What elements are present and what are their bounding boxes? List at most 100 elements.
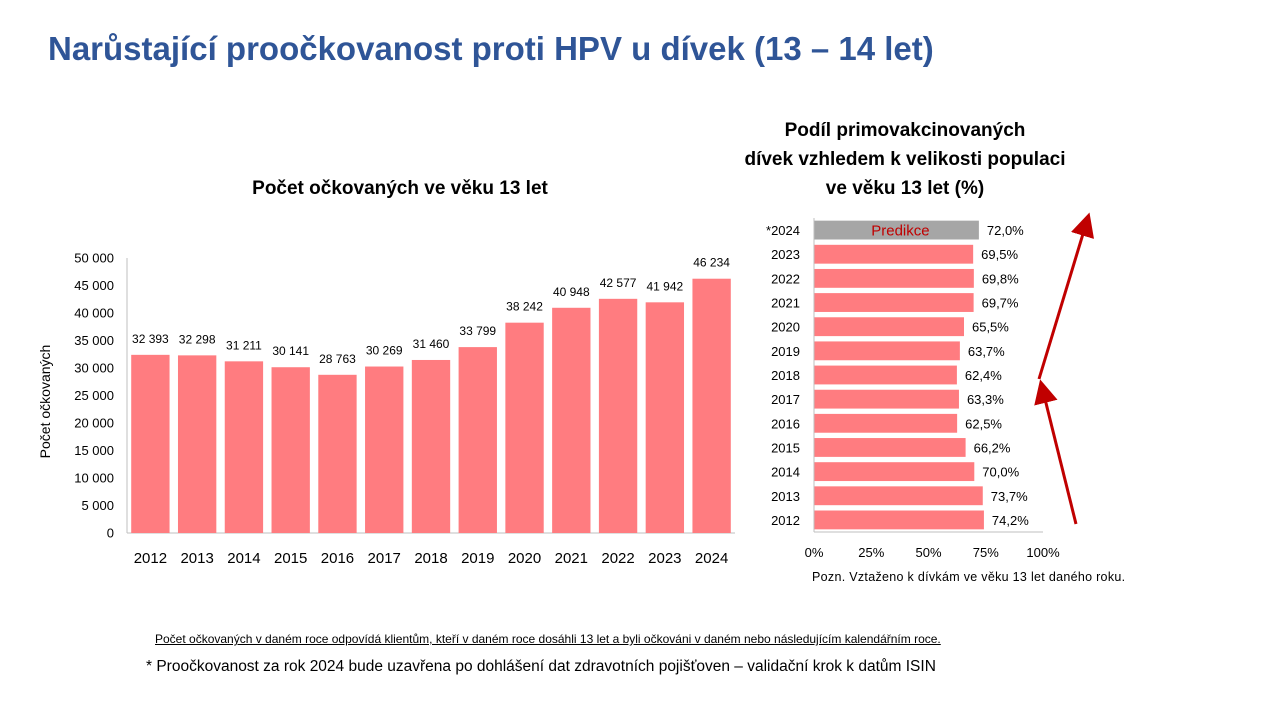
- bar: [271, 367, 310, 533]
- bar-value-label: 69,7%: [982, 296, 1019, 311]
- y-tick-label: 2014: [771, 465, 800, 480]
- bar-value-label: 31 460: [413, 337, 450, 351]
- bar-value-label: 32 298: [179, 332, 216, 346]
- vaccinated-count-bar-chart: 0 5 000 10 000 15 000 20 000 25 000 30 000 35 0…: [37, 251, 735, 567]
- bar: [814, 389, 959, 409]
- bar: [814, 244, 974, 264]
- bar: [505, 322, 544, 533]
- x-tick-label: 2013: [180, 550, 213, 567]
- y-tick-label: 2017: [771, 392, 800, 407]
- source-note: Pozn. Vztaženo k dívkám ve věku 13 let d…: [812, 570, 1126, 584]
- bar-value-label: 72,0%: [987, 223, 1024, 238]
- bar-value-label: 63,3%: [967, 392, 1004, 407]
- y-tick-label: 5 000: [81, 498, 114, 513]
- x-tick-label: 50%: [915, 545, 941, 560]
- footnote-2024-prediction: * Proočkovanost za rok 2024 bude uzavřen…: [146, 658, 936, 675]
- bar: [692, 278, 731, 533]
- y-tick-label: 2015: [771, 440, 800, 455]
- vaccination-share-chart-title: Podíl primovakcinovaných dívek vzhledem …: [744, 120, 1066, 199]
- bar: [458, 347, 497, 533]
- bar: [645, 302, 685, 533]
- bar-value-label: 31 211: [226, 338, 262, 352]
- bar-value-label: 66,2%: [974, 440, 1011, 455]
- bar: [814, 365, 957, 385]
- y-tick-label: 2019: [771, 344, 800, 359]
- x-tick-label: 2012: [134, 550, 167, 567]
- y-tick-label: 35 000: [74, 333, 114, 348]
- bar: [552, 307, 591, 533]
- bar: [814, 317, 964, 337]
- y-tick-label: 15 000: [74, 443, 114, 458]
- bar-value-label: 65,5%: [972, 320, 1009, 335]
- x-tick-label: 2020: [508, 550, 541, 567]
- bar-value-label: 30 141: [272, 344, 309, 358]
- y-tick-label: 50 000: [74, 251, 114, 266]
- x-tick-label: 2014: [227, 550, 260, 567]
- x-tick-label: 2016: [321, 550, 354, 567]
- x-tick-label: 75%: [973, 545, 999, 560]
- bar-value-label: 40 948: [553, 285, 590, 299]
- bar: [814, 413, 958, 433]
- y-tick-label: *2024: [766, 223, 800, 238]
- bar: [598, 298, 638, 533]
- x-tick-label: 2017: [368, 550, 401, 567]
- bar: [177, 355, 217, 533]
- bar-value-label: 28 763: [319, 352, 356, 366]
- y-tick-label: 2021: [771, 296, 800, 311]
- bar: [224, 361, 264, 533]
- y-tick-label: 2016: [771, 416, 800, 431]
- x-tick-label: 2018: [414, 550, 447, 567]
- y-axis-title: Počet očkovaných: [37, 345, 53, 459]
- bar: [814, 341, 960, 361]
- bar-value-label: 30 269: [366, 344, 403, 358]
- y-tick-label: 2020: [771, 320, 800, 335]
- bar-value-label: 41 942: [646, 279, 683, 293]
- footnote-count-definition: Počet očkovaných v daném roce odpovídá k…: [155, 632, 941, 646]
- x-tick-label: 2019: [461, 550, 494, 567]
- bar-value-label: 69,5%: [981, 247, 1018, 262]
- y-tick-label: 2013: [771, 489, 800, 504]
- x-tick-label: 2015: [274, 550, 307, 567]
- vaccinated-count-chart-title: Počet očkovaných ve věku 13 let: [252, 178, 548, 199]
- prediction-bar: [814, 220, 979, 240]
- y-tick-label: 20 000: [74, 416, 114, 431]
- y-tick-label: 25 000: [74, 388, 114, 403]
- y-tick-label: 0: [107, 526, 114, 541]
- bar-value-label: 38 242: [506, 300, 543, 314]
- x-tick-label: 25%: [858, 545, 884, 560]
- x-tick-label: 2022: [601, 550, 634, 567]
- bar-value-label: 33 799: [459, 324, 496, 338]
- bar: [814, 510, 984, 530]
- trend-up-arrow: [1037, 212, 1095, 380]
- bar-value-label: 46 234: [693, 256, 730, 270]
- bar-value-label: 69,8%: [982, 271, 1019, 286]
- bar: [814, 462, 975, 482]
- y-tick-label: 2023: [771, 247, 800, 262]
- bar: [411, 359, 451, 533]
- bar-value-label: 32 393: [132, 332, 169, 346]
- bar: [814, 486, 983, 506]
- bar-value-label: 63,7%: [968, 344, 1005, 359]
- bar: [131, 354, 170, 533]
- bar: [365, 366, 404, 533]
- y-tick-label: 2022: [771, 271, 800, 286]
- bar-value-label: 62,4%: [965, 368, 1002, 383]
- x-tick-label: 100%: [1026, 545, 1060, 560]
- y-tick-label: 30 000: [74, 361, 114, 376]
- bar: [814, 438, 966, 457]
- bar-value-label: 42 577: [600, 276, 637, 290]
- bar: [318, 374, 357, 533]
- bar-value-label: 73,7%: [991, 489, 1028, 504]
- x-tick-label: 2023: [648, 550, 681, 567]
- bar-value-label: 62,5%: [965, 416, 1002, 431]
- bar: [814, 293, 974, 312]
- y-tick-label: 45 000: [74, 278, 114, 293]
- y-tick-label: 10 000: [74, 471, 114, 486]
- bar-value-label: 70,0%: [982, 465, 1019, 480]
- prediction-label: Predikce: [871, 223, 929, 240]
- bar: [814, 268, 974, 288]
- bar-value-label: 74,2%: [992, 513, 1029, 528]
- trend-down-arrow: [1034, 379, 1078, 525]
- y-tick-label: 40 000: [74, 306, 114, 321]
- x-tick-label: 0%: [805, 545, 824, 560]
